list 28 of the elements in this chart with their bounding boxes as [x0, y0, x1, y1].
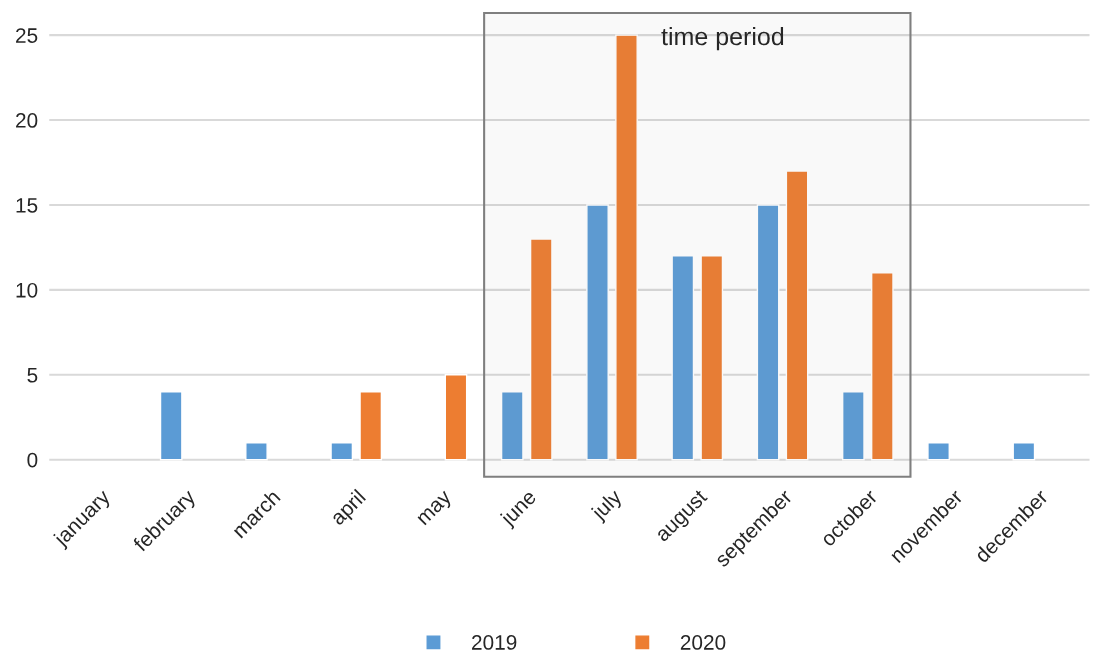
bar: [330, 442, 354, 461]
y-tick-label: 15: [16, 198, 38, 213]
bar: [927, 442, 950, 461]
bar: [245, 442, 268, 461]
bar: [785, 170, 809, 461]
bar: [529, 238, 553, 461]
bar: [159, 391, 183, 461]
band-label: time period: [661, 26, 784, 51]
bar: [841, 391, 865, 461]
legend-label: 2020: [680, 635, 726, 650]
y-tick-label: 10: [16, 282, 38, 298]
bar: [1012, 442, 1036, 461]
y-tick-label: 25: [16, 28, 38, 43]
x-tick-label: july: [589, 487, 626, 524]
bar: [586, 204, 609, 461]
bar: [700, 255, 724, 461]
bar: [870, 272, 894, 461]
y-tick-label: 5: [27, 368, 38, 383]
bar: [756, 204, 780, 461]
bar: [615, 34, 638, 461]
x-tick-label: may: [417, 490, 456, 529]
y-tick-label: 20: [16, 113, 38, 128]
y-tick-label: 0: [27, 452, 38, 468]
bar: [359, 391, 383, 461]
legend-label: 2019: [472, 635, 517, 650]
bar: [500, 391, 524, 461]
bar: [671, 255, 695, 461]
bar: [444, 374, 468, 461]
